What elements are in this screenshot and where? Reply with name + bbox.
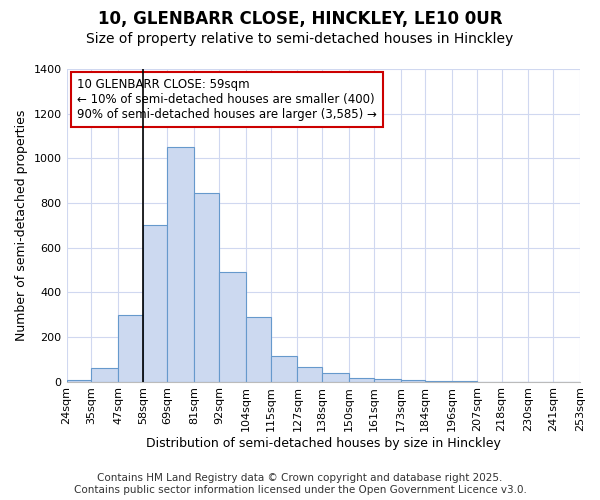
Bar <box>219 272 246 382</box>
Bar <box>194 193 219 382</box>
Bar <box>167 147 194 382</box>
Bar <box>246 317 271 382</box>
Bar <box>349 378 374 382</box>
Y-axis label: Number of semi-detached properties: Number of semi-detached properties <box>15 110 28 341</box>
Bar <box>91 368 118 382</box>
Text: 10, GLENBARR CLOSE, HINCKLEY, LE10 0UR: 10, GLENBARR CLOSE, HINCKLEY, LE10 0UR <box>98 10 502 28</box>
Text: Size of property relative to semi-detached houses in Hinckley: Size of property relative to semi-detach… <box>86 32 514 46</box>
Bar <box>118 314 143 382</box>
Bar <box>298 367 322 382</box>
Bar <box>143 226 167 382</box>
X-axis label: Distribution of semi-detached houses by size in Hinckley: Distribution of semi-detached houses by … <box>146 437 501 450</box>
Bar <box>67 380 91 382</box>
Bar <box>271 356 298 382</box>
Bar <box>322 372 349 382</box>
Bar <box>374 380 401 382</box>
Text: Contains HM Land Registry data © Crown copyright and database right 2025.
Contai: Contains HM Land Registry data © Crown c… <box>74 474 526 495</box>
Text: 10 GLENBARR CLOSE: 59sqm
← 10% of semi-detached houses are smaller (400)
90% of : 10 GLENBARR CLOSE: 59sqm ← 10% of semi-d… <box>77 78 377 122</box>
Bar <box>401 380 425 382</box>
